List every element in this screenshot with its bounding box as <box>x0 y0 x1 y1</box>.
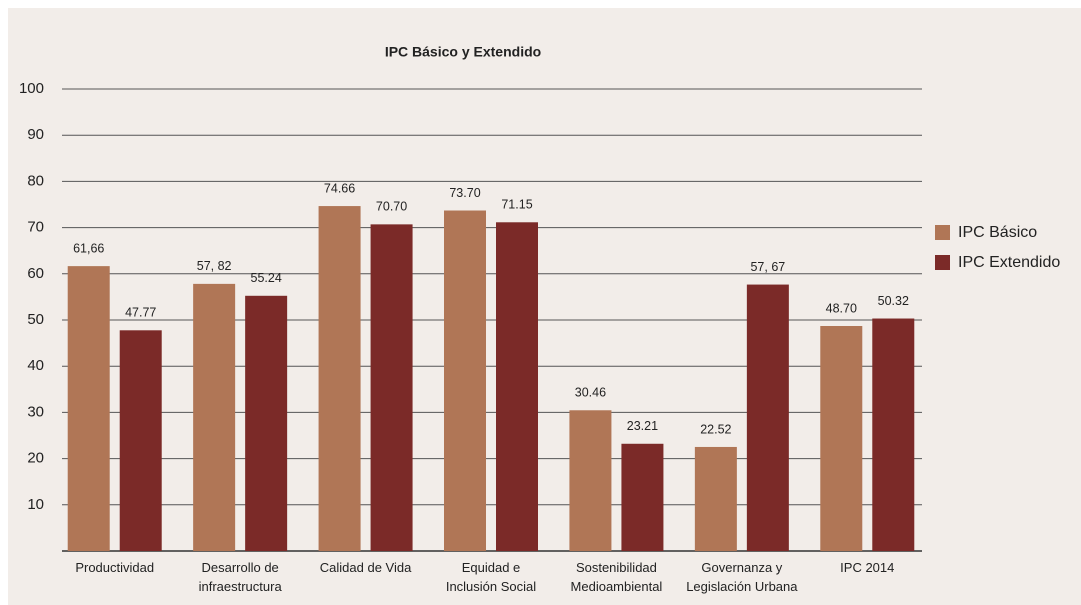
bar <box>67 266 110 551</box>
bar <box>370 224 413 551</box>
y-tick-label: 90 <box>27 126 44 143</box>
bar <box>245 295 288 551</box>
value-label: 22.52 <box>700 422 731 436</box>
bar <box>444 210 486 552</box>
x-tick-label: Governanza y Legislación Urbana <box>686 560 798 594</box>
x-tick-label: Desarrollo de infraestructura <box>199 560 283 594</box>
x-tick-label: IPC 2014 <box>840 560 894 575</box>
chart-title: IPC Básico y Extendido <box>385 44 541 60</box>
x-tick-label: Calidad de Vida <box>320 560 412 575</box>
y-tick-label: 80 <box>27 172 44 189</box>
value-label: 70.70 <box>376 200 407 214</box>
legend-swatch <box>935 255 950 270</box>
bar <box>569 410 612 551</box>
legend-swatch <box>935 225 950 240</box>
value-label: 57, 82 <box>197 259 232 273</box>
value-label: 71.15 <box>501 198 532 212</box>
x-tick-label: Productividad <box>75 560 154 575</box>
value-label: 74.66 <box>324 181 355 195</box>
value-label: 61,66 <box>73 241 104 255</box>
value-label: 30.46 <box>575 386 606 400</box>
value-label: 73.70 <box>449 186 480 200</box>
y-tick-label: 40 <box>27 357 44 374</box>
bar <box>746 284 789 551</box>
y-tick-label: 20 <box>27 450 44 467</box>
bar <box>119 330 162 551</box>
value-label: 47.77 <box>125 306 156 320</box>
x-tick-label: Sostenibilidad Medioambiental <box>571 560 663 594</box>
x-tick-label: Equidad e Inclusión Social <box>446 560 536 594</box>
value-label: 48.70 <box>826 301 857 315</box>
y-tick-label: 30 <box>27 403 44 420</box>
y-tick-label: 10 <box>27 496 44 513</box>
bar <box>193 283 236 551</box>
y-tick-label: 100 <box>19 80 44 97</box>
value-label: 50.32 <box>878 294 909 308</box>
y-tick-label: 50 <box>27 311 44 328</box>
value-label: 57, 67 <box>750 260 785 274</box>
y-tick-label: 60 <box>27 265 44 282</box>
bar <box>694 446 737 551</box>
bar <box>496 222 538 552</box>
background <box>8 8 1081 605</box>
bar <box>872 318 915 551</box>
value-label: 55.24 <box>251 271 282 285</box>
bar <box>318 206 361 551</box>
legend-label: IPC Básico <box>958 224 1037 241</box>
bar <box>820 326 863 551</box>
bar <box>621 443 664 551</box>
legend-label: IPC Extendido <box>958 254 1060 271</box>
value-label: 23.21 <box>627 419 658 433</box>
y-tick-label: 70 <box>27 219 44 236</box>
